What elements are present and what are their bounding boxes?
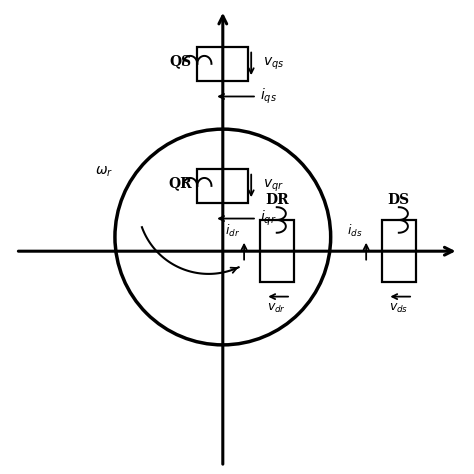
Text: $v_{qs}$: $v_{qs}$ (263, 55, 284, 72)
Text: $v_{dr}$: $v_{dr}$ (267, 301, 286, 315)
Text: DS: DS (388, 193, 410, 207)
Text: $i_{dr}$: $i_{dr}$ (225, 223, 240, 239)
Text: $i_{qr}$: $i_{qr}$ (260, 209, 276, 228)
Text: DR: DR (265, 193, 289, 207)
Text: $v_{ds}$: $v_{ds}$ (389, 301, 409, 315)
Text: $\omega_r$: $\omega_r$ (94, 164, 113, 179)
Text: $v_{qr}$: $v_{qr}$ (263, 178, 283, 194)
Text: $i_{qs}$: $i_{qs}$ (260, 87, 277, 106)
Text: $i_{ds}$: $i_{ds}$ (346, 223, 362, 239)
Text: QR: QR (168, 176, 191, 190)
Text: QS: QS (170, 54, 191, 68)
